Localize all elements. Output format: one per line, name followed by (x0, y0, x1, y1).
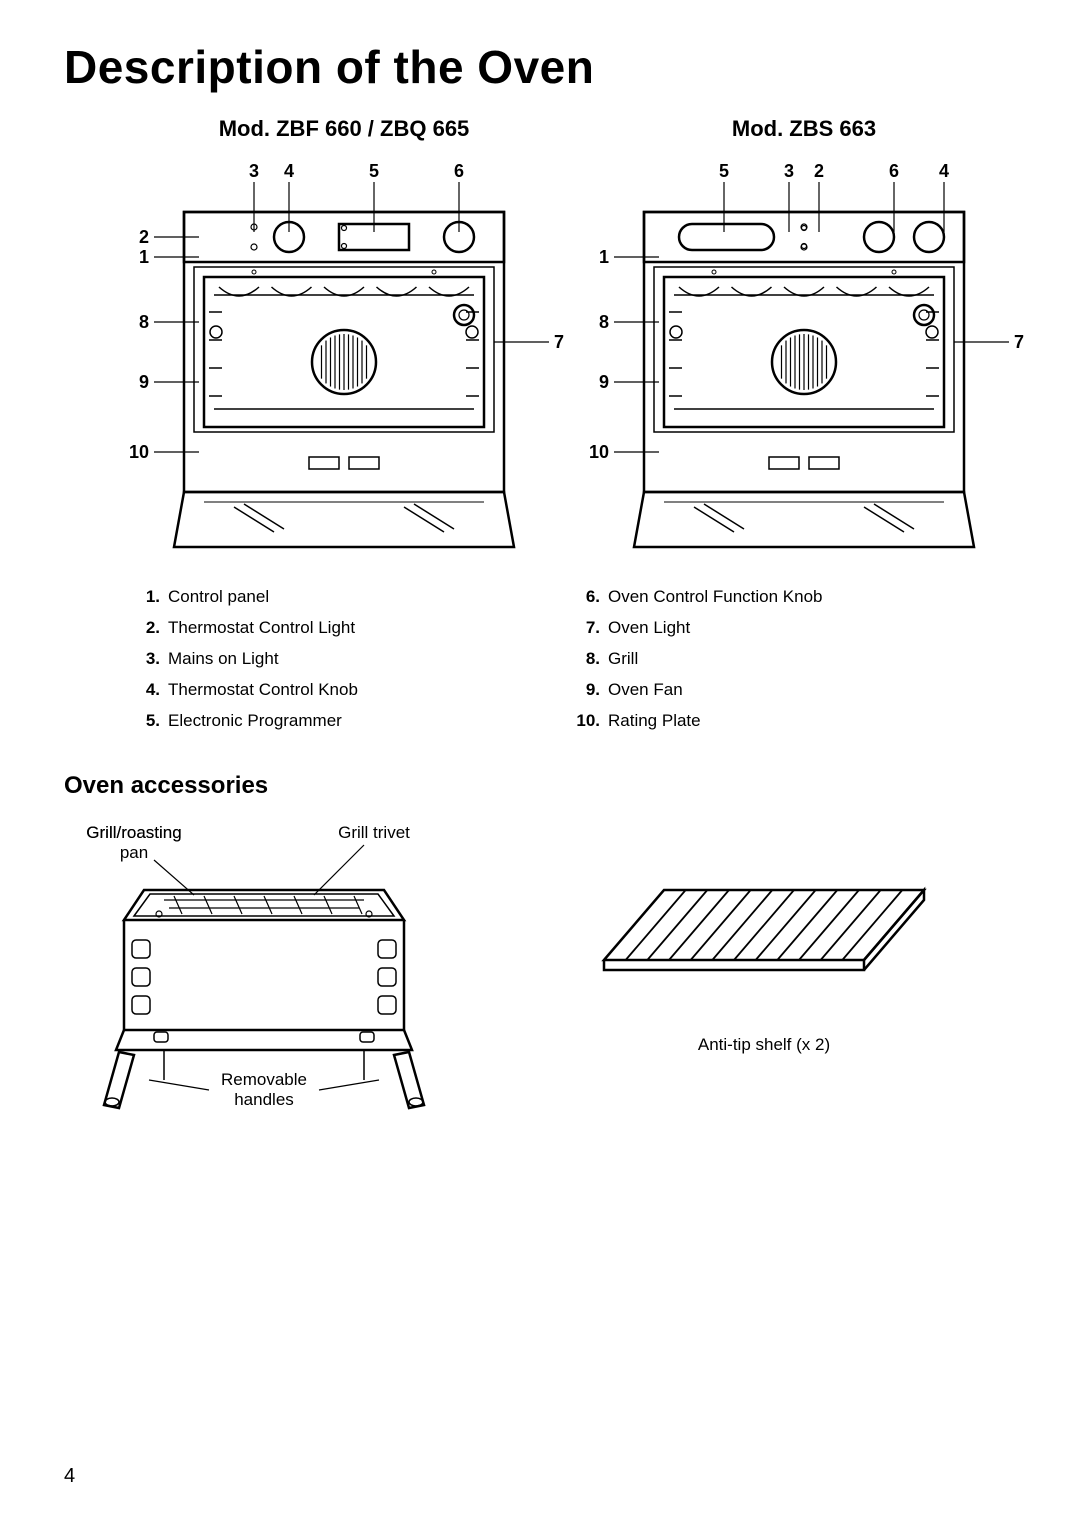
svg-text:9: 9 (139, 372, 149, 392)
legend-item: 5.Electronic Programmer (134, 711, 574, 731)
svg-text:4: 4 (939, 161, 949, 181)
legend-item: 7.Oven Light (574, 618, 1014, 638)
svg-text:7: 7 (1014, 332, 1024, 352)
oven-diagram-left: 3 4 5 6 21 8 9 10 7 (114, 152, 574, 552)
svg-text:3: 3 (249, 161, 259, 181)
shelf-caption: Anti-tip shelf (x 2) (564, 1035, 964, 1055)
svg-text:9: 9 (599, 372, 609, 392)
legend-item: 1.Control panel (134, 587, 574, 607)
legend-item: 2.Thermostat Control Light (134, 618, 574, 638)
oven-diagram-right: 5 32 6 4 1 8 9 10 7 (574, 152, 1034, 552)
svg-text:2: 2 (139, 227, 149, 247)
legend-col-right: 6.Oven Control Function Knob 7.Oven Light… (574, 587, 1014, 742)
svg-text:Removable: Removable (221, 1070, 307, 1089)
svg-text:6: 6 (889, 161, 899, 181)
svg-text:handles: handles (234, 1090, 294, 1109)
svg-text:1: 1 (599, 247, 609, 267)
svg-text:4: 4 (284, 161, 294, 181)
svg-text:1: 1 (139, 247, 149, 267)
legend-item: 9.Oven Fan (574, 680, 1014, 700)
page-title: Description of the Oven (64, 40, 1016, 94)
svg-text:3: 3 (784, 161, 794, 181)
svg-text:Grill/roasting: Grill/roasting (86, 823, 181, 842)
legend-item: 6.Oven Control Function Knob (574, 587, 1014, 607)
legend-item: 4.Thermostat Control Knob (134, 680, 574, 700)
model-header-right: Mod. ZBS 663 (574, 116, 1034, 142)
legend-item: 10.Rating Plate (574, 711, 1014, 731)
svg-text:8: 8 (139, 312, 149, 332)
shelf-diagram (564, 870, 964, 1020)
svg-text:10: 10 (589, 442, 609, 462)
legend-item: 8.Grill (574, 649, 1014, 669)
legend-col-left: 1.Control panel 2.Thermostat Control Ligh… (134, 587, 574, 742)
legend-item: 3.Mains on Light (134, 649, 574, 669)
svg-text:Grill trivet: Grill trivet (338, 823, 410, 842)
pan-diagram: Grill/roastingGrill/roastingpanGrill tri… (64, 820, 464, 1120)
svg-text:5: 5 (369, 161, 379, 181)
model-header-left: Mod. ZBF 660 / ZBQ 665 (114, 116, 574, 142)
accessories-header: Oven accessories (64, 772, 1016, 800)
page-number: 4 (64, 1465, 75, 1488)
svg-text:8: 8 (599, 312, 609, 332)
svg-text:6: 6 (454, 161, 464, 181)
svg-text:7: 7 (554, 332, 564, 352)
svg-text:pan: pan (120, 843, 148, 862)
svg-text:5: 5 (719, 161, 729, 181)
svg-text:10: 10 (129, 442, 149, 462)
svg-text:2: 2 (814, 161, 824, 181)
